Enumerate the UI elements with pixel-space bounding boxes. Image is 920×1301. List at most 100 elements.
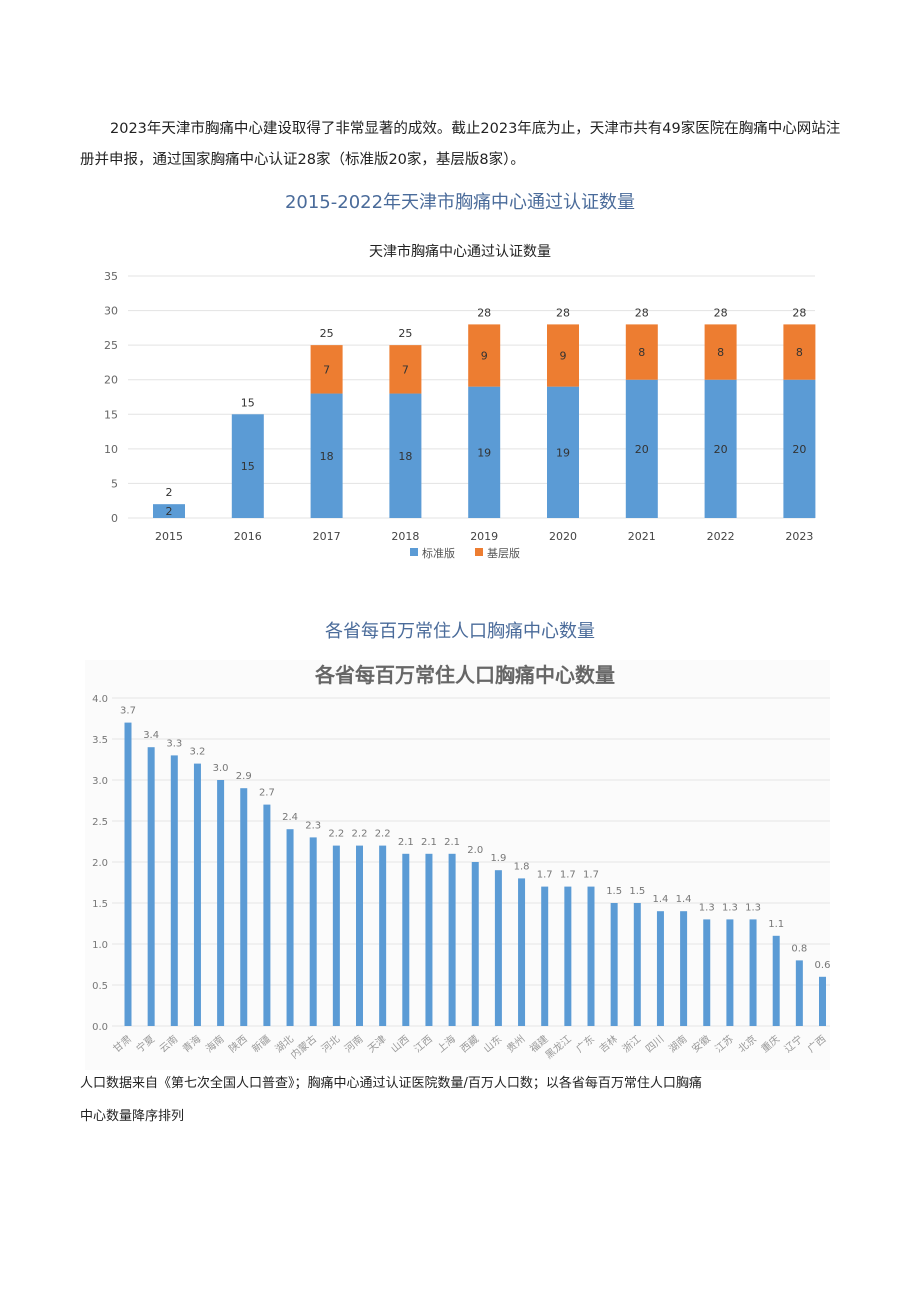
- x-tick-label: 2023: [785, 530, 813, 543]
- legend-label: 基层版: [487, 546, 520, 560]
- bar: [425, 853, 433, 1026]
- bar-基层版: [547, 324, 579, 387]
- data-label: 2.1: [398, 837, 414, 848]
- data-label: 20: [635, 443, 649, 456]
- data-label: 1.5: [629, 886, 645, 897]
- data-label: 7: [323, 363, 330, 376]
- bar: [541, 886, 549, 1026]
- data-label: 1.3: [745, 902, 761, 913]
- data-label: 8: [717, 346, 724, 359]
- y-tick-label: 20: [104, 374, 118, 387]
- bar: [471, 862, 479, 1026]
- y-tick-label: 0.0: [92, 1022, 108, 1033]
- y-tick-label: 1.5: [92, 899, 108, 910]
- data-label: 7: [402, 363, 409, 376]
- bar: [518, 878, 526, 1026]
- y-tick-label: 2.0: [92, 858, 108, 869]
- bar: [147, 747, 155, 1026]
- x-tick-label: 2022: [707, 530, 735, 543]
- data-label: 1.7: [537, 870, 553, 881]
- data-label: 9: [560, 350, 567, 363]
- bar: [124, 722, 132, 1026]
- bar-标准版: [547, 386, 579, 518]
- x-tick-label: 2020: [549, 530, 577, 543]
- total-label: 15: [241, 396, 255, 409]
- bar: [680, 911, 688, 1026]
- data-label: 20: [792, 443, 806, 456]
- source-note-line1: 人口数据来自《第七次全国人口普查》；胸痛中心通过认证医院数量/百万人口数；以各省…: [80, 1076, 702, 1091]
- total-label: 2: [166, 486, 173, 499]
- total-label: 28: [556, 306, 570, 319]
- data-label: 2.4: [282, 812, 298, 823]
- y-tick-label: 10: [104, 443, 118, 456]
- bar: [633, 903, 641, 1026]
- legend-swatch: [410, 548, 418, 556]
- bar: [819, 976, 826, 1026]
- bar: [564, 886, 572, 1026]
- y-tick-label: 2.5: [92, 817, 108, 828]
- y-tick-label: 0.5: [92, 981, 108, 992]
- bar: [263, 804, 271, 1026]
- source-note-line2: 中心数量降序排列: [80, 1109, 185, 1124]
- bar-标准版: [389, 393, 422, 518]
- data-label: 1.3: [722, 902, 738, 913]
- data-label: 8: [796, 346, 803, 359]
- bar: [795, 960, 803, 1026]
- legend-label: 标准版: [422, 546, 455, 560]
- x-tick-label: 2021: [628, 530, 656, 543]
- data-label: 1.4: [676, 894, 692, 905]
- data-label: 1.8: [514, 861, 530, 872]
- bar: [309, 837, 317, 1026]
- heading-provinces: 各省每百万常住人口胸痛中心数量: [325, 621, 595, 642]
- bar: [494, 870, 502, 1026]
- y-tick-label: 15: [104, 408, 118, 421]
- data-label: 3.3: [166, 738, 182, 749]
- bar: [240, 788, 248, 1026]
- total-label: 28: [792, 306, 806, 319]
- data-label: 2.7: [259, 788, 275, 799]
- data-label: 1.9: [490, 853, 506, 864]
- y-tick-label: 1.0: [92, 940, 108, 951]
- data-label: 2.3: [305, 820, 321, 831]
- bar-标准版: [310, 393, 343, 518]
- data-label: 3.0: [213, 763, 229, 774]
- bar: [286, 829, 294, 1026]
- bar-标准版: [783, 379, 816, 518]
- bar-基层版: [704, 324, 737, 380]
- bar: [217, 780, 225, 1026]
- bar: [610, 903, 618, 1026]
- data-label: 3.4: [143, 730, 159, 741]
- heading-certification: 2015-2022年天津市胸痛中心通过认证数量: [284, 192, 636, 213]
- bar-基层版: [468, 324, 501, 387]
- x-tick-label: 2018: [391, 530, 419, 543]
- bar: [587, 886, 595, 1026]
- data-label: 2.1: [421, 837, 437, 848]
- bar-基层版: [310, 345, 343, 394]
- data-label: 18: [398, 450, 412, 463]
- data-label: 2.2: [352, 829, 368, 840]
- bar: [772, 935, 780, 1026]
- data-label: 1.3: [699, 902, 715, 913]
- data-label: 2.9: [236, 771, 252, 782]
- data-label: 3.2: [189, 747, 205, 758]
- bar-标准版: [704, 379, 737, 518]
- total-label: 25: [398, 327, 412, 340]
- data-label: 1.4: [652, 894, 668, 905]
- bar-标准版: [231, 414, 264, 518]
- bar: [402, 853, 410, 1026]
- y-tick-label: 5: [111, 477, 118, 490]
- chart-title: 天津市胸痛中心通过认证数量: [369, 243, 551, 260]
- bar: [749, 919, 757, 1026]
- bar: [448, 853, 456, 1026]
- data-label: 20: [714, 443, 728, 456]
- y-tick-label: 35: [104, 270, 118, 283]
- y-tick-label: 25: [104, 339, 118, 352]
- bar: [379, 845, 387, 1026]
- bar-标准版: [625, 379, 658, 518]
- data-label: 1.7: [560, 870, 576, 881]
- data-label: 1.1: [768, 919, 784, 930]
- data-label: 8: [638, 346, 645, 359]
